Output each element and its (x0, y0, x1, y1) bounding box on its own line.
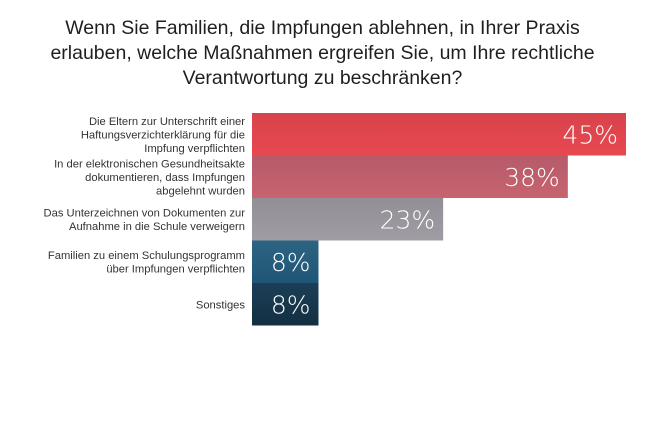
category-label-1: Die Eltern zur Unterschrift einer Haftung… (81, 116, 245, 155)
value-label-2: 38% (504, 163, 560, 192)
category-label-3-line-1: Das Unterzeichnen von Dokumenten zur (44, 208, 246, 220)
category-label-1-line-1: Die Eltern zur Unterschrift einer (89, 116, 245, 128)
chart-title-line-1: Wenn Sie Familien, die Impfungen ablehne… (65, 17, 580, 39)
value-label-4: 8% (271, 248, 311, 277)
category-label-2-line-2: dokumentieren, dass Impfungen (85, 172, 245, 184)
category-label-2-line-1: In der elektronischen Gesundheitsakte (54, 158, 245, 170)
bar-2 (252, 155, 568, 198)
category-label-5: Sonstiges (196, 299, 246, 311)
chart-title-line-3: Verantwortung zu beschränken? (182, 67, 463, 89)
chart-title-line-2: erlauben, welche Maßnahmen ergreifen Sie… (50, 42, 595, 64)
category-label-3: Das Unterzeichnen von Dokumenten zur Aufn… (44, 208, 246, 234)
category-label-3-line-2: Aufnahme in die Schule verweigern (69, 221, 245, 233)
category-label-2-line-3: abgelehnt wurden (156, 185, 245, 197)
bars-group: 45%38% 23% 8% 8% (252, 113, 626, 326)
bar-4 (252, 240, 319, 283)
category-label-2: In der elektronischen Gesundheitsakte dok… (54, 158, 245, 197)
value-label-1: 45% (562, 120, 618, 149)
chart-title: Wenn Sie Familien, die Impfungen ablehne… (10, 16, 635, 91)
category-label-4-line-2: über Impfungen verpflichten (106, 264, 245, 276)
category-label-1-line-3: Impfung verpflichten (144, 143, 245, 155)
category-label-5-line-1: Sonstiges (196, 299, 246, 311)
bar-5 (252, 283, 319, 326)
category-label-4-line-1: Familien zu einem Schulungsprogramm (48, 250, 245, 262)
category-label-1-line-2: Haftungsverzichterklärung für die (81, 129, 245, 141)
category-labels-group: Die Eltern zur Unterschrift einer Haftung… (44, 116, 246, 312)
category-label-4: Familien zu einem Schulungsprogramm über … (48, 250, 245, 276)
bar-1 (252, 113, 626, 156)
bar-3 (252, 198, 444, 241)
value-label-3: 23% (380, 205, 436, 234)
value-label-5: 8% (271, 290, 311, 319)
